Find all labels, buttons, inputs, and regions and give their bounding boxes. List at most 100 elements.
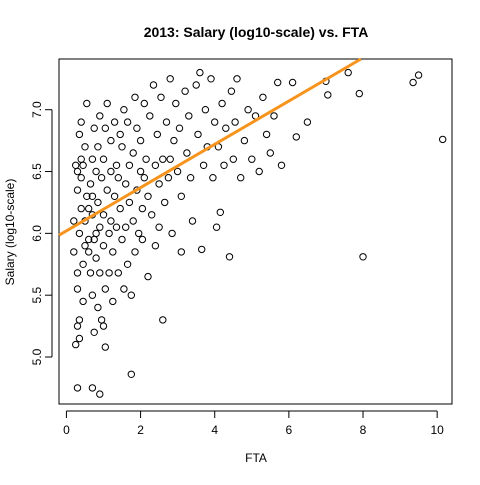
data-point: [359, 253, 367, 261]
data-point: [97, 174, 106, 182]
data-point: [344, 68, 352, 77]
data-point: [262, 130, 271, 139]
data-point: [75, 130, 84, 139]
y-axis: 5.0 5.5 6.0 6.5 7.0: [30, 101, 53, 365]
data-point: [222, 124, 230, 132]
data-point: [116, 130, 124, 139]
data-point: [94, 198, 102, 207]
data-point: [288, 78, 297, 87]
data-point: [81, 242, 89, 250]
chart-title: 2013: Salary (log10-scale) vs. FTA: [144, 24, 369, 40]
data-point: [151, 242, 160, 250]
x-axis: 0 2 4 6 8 10: [63, 410, 444, 437]
data-point: [255, 167, 263, 176]
data-point: [99, 155, 108, 163]
data-point: [90, 124, 98, 132]
data-point: [136, 136, 145, 145]
data-point: [198, 245, 206, 254]
data-point: [153, 130, 162, 139]
data-point: [88, 155, 97, 163]
data-point: [155, 180, 163, 188]
data-point: [77, 204, 85, 213]
data-point: [103, 99, 111, 108]
data-point: [120, 106, 128, 114]
data-point: [409, 78, 417, 87]
data-point: [94, 303, 102, 312]
data-point: [194, 130, 202, 139]
data-point: [77, 174, 85, 182]
data-point: [199, 161, 208, 170]
data-point: [127, 370, 136, 378]
data-point: [127, 291, 136, 299]
data-point: [75, 229, 84, 238]
data-point: [166, 75, 174, 83]
data-point: [207, 75, 215, 83]
data-point: [107, 167, 115, 176]
data-point: [233, 75, 241, 83]
data-point: [209, 174, 217, 182]
data-point: [125, 198, 134, 207]
data-point: [92, 167, 100, 176]
data-point: [70, 248, 78, 256]
data-point: [229, 155, 238, 163]
data-point: [96, 269, 104, 277]
data-point: [110, 118, 119, 126]
data-point: [355, 89, 363, 98]
data-point: [303, 118, 312, 126]
data-point: [99, 322, 108, 330]
data-point: [114, 269, 123, 277]
data-point: [136, 167, 145, 176]
data-point: [140, 99, 149, 108]
data-point: [114, 174, 123, 182]
data-point: [109, 297, 117, 306]
data-point: [212, 223, 221, 231]
data-point: [181, 87, 189, 95]
data-point: [73, 269, 82, 277]
data-point: [183, 149, 191, 157]
data-point: [146, 112, 154, 120]
data-point: [116, 204, 124, 213]
data-point: [81, 143, 89, 151]
data-point: [185, 112, 193, 120]
data-point: [96, 390, 104, 398]
data-point: [138, 235, 147, 244]
data-point: [166, 155, 174, 163]
data-point: [201, 106, 210, 114]
data-point: [125, 161, 134, 170]
data-point: [123, 260, 132, 268]
data-point: [277, 161, 286, 170]
data-point: [237, 174, 245, 182]
x-tick-label: 0: [63, 423, 70, 437]
data-point: [240, 136, 249, 145]
data-point: [70, 217, 78, 225]
data-point: [85, 204, 93, 213]
data-point: [162, 118, 171, 126]
data-point: [101, 343, 110, 351]
data-point: [101, 124, 110, 132]
data-point: [155, 223, 163, 231]
data-point: [186, 174, 195, 182]
y-tick-label: 5.5: [30, 287, 44, 304]
data-point: [161, 198, 169, 207]
data-point: [88, 192, 97, 201]
data-point: [96, 112, 104, 120]
data-point: [79, 260, 87, 268]
data-point: [79, 161, 87, 170]
data-point: [105, 269, 113, 277]
data-point: [122, 223, 130, 231]
data-point: [248, 155, 256, 163]
data-point: [148, 211, 156, 219]
data-point: [133, 124, 141, 132]
data-point: [99, 242, 108, 250]
data-point: [120, 285, 128, 293]
y-tick-label: 6.5: [30, 163, 44, 180]
data-point: [266, 149, 274, 157]
x-tick-label: 6: [286, 423, 293, 437]
data-point: [142, 155, 150, 163]
data-point: [88, 384, 97, 392]
data-point: [244, 106, 252, 114]
data-point: [73, 384, 82, 392]
data-point: [211, 118, 219, 126]
data-point: [75, 334, 84, 343]
